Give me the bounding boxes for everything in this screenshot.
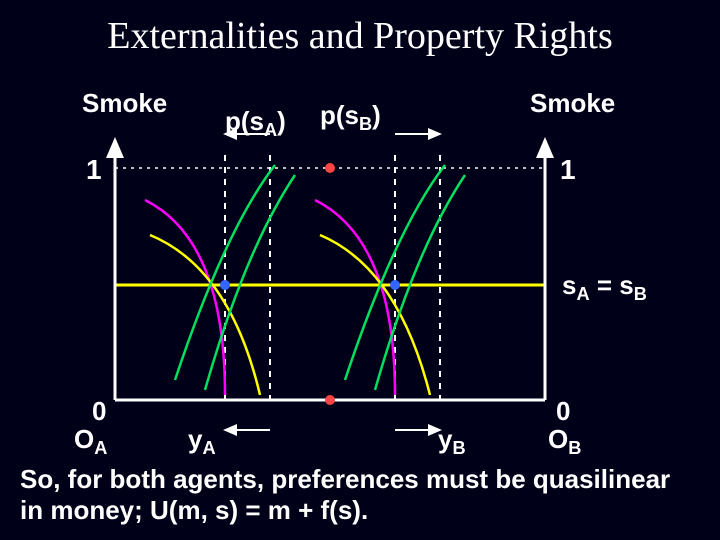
equilibrium-label: sA = sB (562, 270, 647, 305)
one-right: 1 (560, 154, 576, 186)
psB-label: p(sB) (320, 100, 381, 135)
yB-label: yB (438, 424, 466, 459)
footer-text: So, for both agents, preferences must be… (20, 464, 700, 526)
smoke-label-right: Smoke (530, 88, 615, 119)
origin-A: OA (74, 424, 107, 459)
zero-left: 0 (92, 396, 106, 427)
one-left: 1 (86, 154, 102, 186)
yA-label: yA (188, 424, 216, 459)
origin-B: OB (548, 424, 581, 459)
smoke-label-left: Smoke (82, 88, 167, 119)
zero-right: 0 (556, 396, 570, 427)
psA-label: p(sA) (225, 106, 286, 141)
